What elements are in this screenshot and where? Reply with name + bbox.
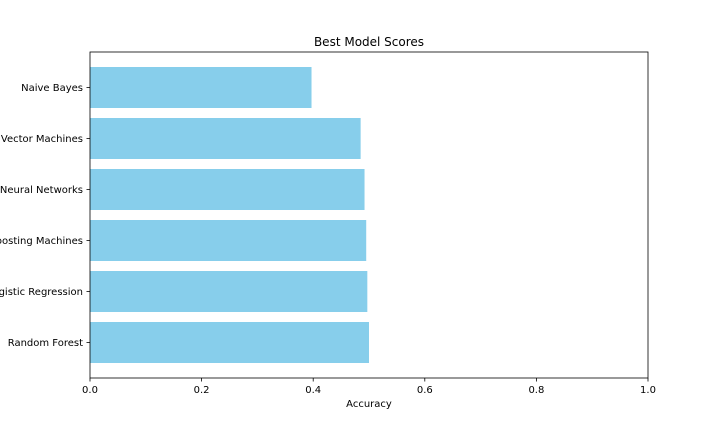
y-tick-label: Random Forest: [8, 338, 83, 349]
plot-frame: [89, 51, 649, 379]
bar-neural-networks: [90, 169, 365, 210]
x-tick-label: 0.6: [417, 385, 433, 396]
chart-title: Best Model Scores: [314, 35, 424, 49]
x-tick-label: 0.4: [305, 385, 321, 396]
x-tick-label: 0.0: [82, 385, 98, 396]
x-tick-label: 1.0: [640, 385, 656, 396]
x-tick-label: 0.2: [194, 385, 210, 396]
x-axis-ticks: 0.0 0.2 0.4 0.6 0.8 1.0: [82, 378, 656, 396]
y-tick-label: Logistic Regression: [0, 287, 83, 298]
y-tick-label: Naive Bayes: [21, 83, 83, 94]
x-tick-label: 0.8: [528, 385, 544, 396]
y-tick-label: Gradient Boosting Machines: [0, 236, 83, 247]
bar-logistic-regression: [90, 271, 368, 312]
y-tick-label: Support Vector Machines: [0, 134, 83, 145]
bars: [90, 67, 369, 363]
bar-support-vector-machines: [90, 118, 361, 159]
y-tick-label: Neural Networks: [0, 185, 83, 196]
bar-random-forest: [90, 322, 369, 363]
y-axis-ticks: Random Forest Logistic Regression Gradient…: [0, 83, 90, 349]
bar-naive-bayes: [90, 67, 312, 108]
x-axis-title: Accuracy: [346, 399, 392, 410]
bar-gradient-boosting-machines: [90, 220, 367, 261]
